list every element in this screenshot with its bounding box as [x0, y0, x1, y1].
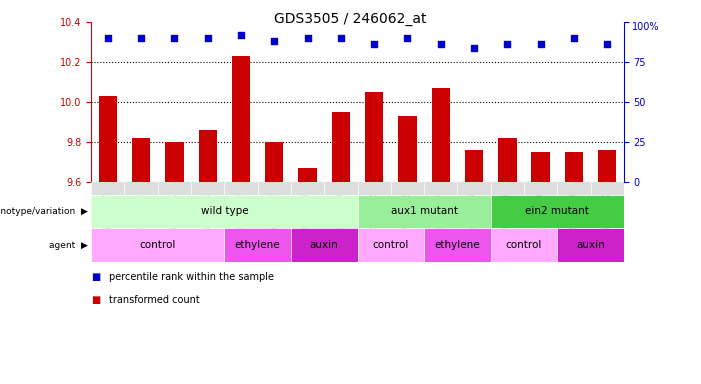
Bar [498, 138, 517, 182]
Point [268, 38, 280, 44]
Bar [398, 116, 416, 182]
Bar [91, 182, 125, 195]
Bar [232, 56, 250, 182]
Text: auxin: auxin [576, 240, 605, 250]
Bar [491, 195, 624, 228]
Bar [531, 152, 550, 182]
Bar [590, 182, 624, 195]
Bar [365, 92, 383, 182]
Bar [158, 182, 191, 195]
Bar [565, 152, 583, 182]
Text: control: control [373, 240, 409, 250]
Bar [132, 138, 150, 182]
Text: agent  ▶: agent ▶ [49, 240, 88, 250]
Bar [391, 182, 424, 195]
Text: GDS3505 / 246062_at: GDS3505 / 246062_at [274, 12, 427, 25]
Text: transformed count: transformed count [109, 295, 199, 305]
Text: control: control [139, 240, 176, 250]
Point [569, 35, 580, 41]
Bar [299, 168, 317, 182]
Bar [524, 182, 557, 195]
Point [202, 35, 213, 41]
Bar [224, 228, 291, 262]
Bar [91, 195, 358, 228]
Bar [491, 182, 524, 195]
Bar [265, 142, 283, 182]
Point [102, 35, 114, 41]
Point [302, 35, 313, 41]
Text: aux1 mutant: aux1 mutant [390, 207, 458, 217]
Bar [424, 228, 491, 262]
Bar [258, 182, 291, 195]
Point [435, 41, 447, 48]
Text: genotype/variation  ▶: genotype/variation ▶ [0, 207, 88, 216]
Bar [358, 228, 424, 262]
Bar [224, 182, 258, 195]
Point [468, 45, 479, 51]
Text: ethylene: ethylene [235, 240, 280, 250]
Text: auxin: auxin [310, 240, 339, 250]
Text: 100%: 100% [632, 22, 660, 32]
Bar [457, 182, 491, 195]
Bar [99, 96, 117, 182]
Bar [191, 182, 224, 195]
Point [169, 35, 180, 41]
Bar [358, 182, 391, 195]
Bar [165, 142, 184, 182]
Bar [557, 228, 624, 262]
Point [236, 32, 247, 38]
Bar [465, 150, 483, 182]
Text: ethylene: ethylene [435, 240, 480, 250]
Bar [491, 228, 557, 262]
Bar [332, 112, 350, 182]
Text: percentile rank within the sample: percentile rank within the sample [109, 272, 273, 282]
Bar [291, 228, 358, 262]
Bar [598, 150, 616, 182]
Bar [198, 130, 217, 182]
Point [402, 35, 413, 41]
Bar [125, 182, 158, 195]
Bar [358, 195, 491, 228]
Point [502, 41, 513, 48]
Bar [91, 228, 224, 262]
Point [535, 41, 546, 48]
Bar [432, 88, 450, 182]
Text: ■: ■ [91, 272, 100, 282]
Text: ein2 mutant: ein2 mutant [525, 207, 590, 217]
Text: wild type: wild type [200, 207, 248, 217]
Bar [291, 182, 324, 195]
Point [369, 41, 380, 48]
Bar [424, 182, 458, 195]
Text: control: control [506, 240, 542, 250]
Bar [557, 182, 591, 195]
Point [601, 41, 613, 48]
Point [335, 35, 346, 41]
Bar [324, 182, 358, 195]
Text: ■: ■ [91, 295, 100, 305]
Point [135, 35, 147, 41]
